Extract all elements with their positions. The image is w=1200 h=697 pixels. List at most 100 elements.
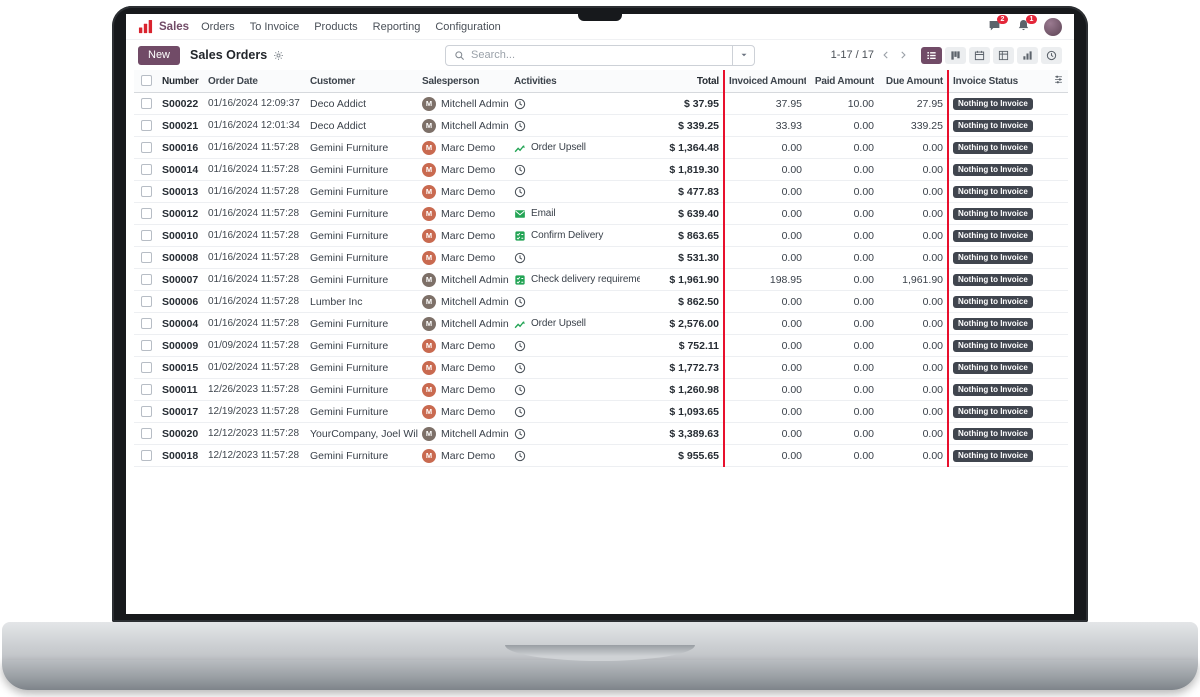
cell-invoice-status[interactable]: Nothing to Invoice xyxy=(948,290,1048,313)
table-row[interactable]: S00006 01/16/2024 11:57:28 Lumber Inc M Mitc… xyxy=(134,290,1068,313)
cell-total[interactable]: $ 1,819.30 xyxy=(640,158,724,181)
clock-icon[interactable] xyxy=(514,120,526,132)
cell-invoice-status[interactable]: Nothing to Invoice xyxy=(948,92,1048,115)
new-button[interactable]: New xyxy=(138,45,181,65)
cell-activities[interactable] xyxy=(510,180,640,203)
cell-activities[interactable]: Check delivery requirements xyxy=(510,268,640,291)
cell-customer[interactable]: Gemini Furniture xyxy=(306,180,418,203)
cell-number[interactable]: S00007 xyxy=(158,268,204,291)
pager-next-button[interactable] xyxy=(894,47,911,64)
cell-number[interactable]: S00009 xyxy=(158,334,204,357)
app-name[interactable]: Sales xyxy=(159,20,190,33)
cell-number[interactable]: S00020 xyxy=(158,422,204,445)
cell-order-date[interactable]: 01/16/2024 12:01:34 xyxy=(204,114,306,137)
cell-customer[interactable]: Gemini Furniture xyxy=(306,246,418,269)
email-icon[interactable] xyxy=(514,208,526,220)
cell-number[interactable]: S00021 xyxy=(158,114,204,137)
cell-number[interactable]: S00011 xyxy=(158,378,204,401)
chart-growth-icon[interactable] xyxy=(514,318,526,330)
cell-total[interactable]: $ 955.65 xyxy=(640,444,724,467)
column-header-due[interactable]: Due Amount xyxy=(878,70,949,93)
cell-invoice-status[interactable]: Nothing to Invoice xyxy=(948,114,1048,137)
column-header-number[interactable]: Number xyxy=(158,70,204,93)
cell-invoice-status[interactable]: Nothing to Invoice xyxy=(948,312,1048,335)
column-header-date[interactable]: Order Date xyxy=(204,70,306,93)
row-checkbox[interactable] xyxy=(140,362,152,374)
activity-view-button[interactable] xyxy=(1041,46,1062,64)
cell-invoiced-amount[interactable]: 198.95 xyxy=(723,268,806,291)
cell-invoiced-amount[interactable]: 0.00 xyxy=(723,400,806,423)
cell-order-date[interactable]: 01/16/2024 11:57:28 xyxy=(204,290,306,313)
row-checkbox[interactable] xyxy=(140,318,152,330)
cell-activities[interactable] xyxy=(510,334,640,357)
column-header-salesperson[interactable]: Salesperson xyxy=(418,70,510,93)
cell-total[interactable]: $ 339.25 xyxy=(640,114,724,137)
cell-due-amount[interactable]: 0.00 xyxy=(878,290,949,313)
cell-invoice-status[interactable]: Nothing to Invoice xyxy=(948,378,1048,401)
cell-invoice-status[interactable]: Nothing to Invoice xyxy=(948,246,1048,269)
cell-number[interactable]: S00015 xyxy=(158,356,204,379)
pivot-view-button[interactable] xyxy=(993,46,1014,64)
cell-activities[interactable]: Order Upsell xyxy=(510,136,640,159)
cell-due-amount[interactable]: 0.00 xyxy=(878,444,949,467)
cell-invoiced-amount[interactable]: 0.00 xyxy=(723,136,806,159)
cell-number[interactable]: S00010 xyxy=(158,224,204,247)
cell-salesperson[interactable]: M Mitchell Admin xyxy=(418,114,510,137)
cell-salesperson[interactable]: M Marc Demo xyxy=(418,356,510,379)
cell-activities[interactable]: Order Upsell xyxy=(510,312,640,335)
cell-due-amount[interactable]: 1,961.90 xyxy=(878,268,949,291)
cell-customer[interactable]: Gemini Furniture xyxy=(306,312,418,335)
table-row[interactable]: S00021 01/16/2024 12:01:34 Deco Addict M Mit… xyxy=(134,114,1068,137)
cell-invoiced-amount[interactable]: 0.00 xyxy=(723,312,806,335)
table-row[interactable]: S00022 01/16/2024 12:09:37 Deco Addict M Mit… xyxy=(134,92,1068,115)
cell-salesperson[interactable]: M Marc Demo xyxy=(418,158,510,181)
row-checkbox[interactable] xyxy=(140,120,152,132)
checklist-icon[interactable] xyxy=(514,274,526,286)
search-dropdown-toggle[interactable] xyxy=(732,45,754,65)
cell-due-amount[interactable]: 0.00 xyxy=(878,422,949,445)
row-checkbox[interactable] xyxy=(140,274,152,286)
table-row[interactable]: S00012 01/16/2024 11:57:28 Gemini Furnitur… xyxy=(134,202,1068,225)
menu-item-products[interactable]: Products xyxy=(314,20,358,33)
cell-paid-amount[interactable]: 0.00 xyxy=(806,290,878,313)
cell-customer[interactable]: Gemini Furniture xyxy=(306,224,418,247)
cell-order-date[interactable]: 12/12/2023 11:57:28 xyxy=(204,444,306,467)
cell-paid-amount[interactable]: 0.00 xyxy=(806,202,878,225)
cell-activities[interactable] xyxy=(510,246,640,269)
cell-total[interactable]: $ 37.95 xyxy=(640,92,724,115)
cell-invoiced-amount[interactable]: 0.00 xyxy=(723,290,806,313)
table-row[interactable]: S00014 01/16/2024 11:57:28 Gemini Furnitur… xyxy=(134,158,1068,181)
cell-invoiced-amount[interactable]: 0.00 xyxy=(723,246,806,269)
cell-customer[interactable]: Gemini Furniture xyxy=(306,202,418,225)
cell-invoiced-amount[interactable]: 0.00 xyxy=(723,422,806,445)
cell-activities[interactable] xyxy=(510,158,640,181)
cell-invoice-status[interactable]: Nothing to Invoice xyxy=(948,422,1048,445)
menu-item-to-invoice[interactable]: To Invoice xyxy=(249,20,300,33)
cell-due-amount[interactable]: 0.00 xyxy=(878,400,949,423)
cell-customer[interactable]: Deco Addict xyxy=(306,114,418,137)
column-header-total[interactable]: Total xyxy=(640,70,724,93)
clock-icon[interactable] xyxy=(514,340,526,352)
column-header-paid[interactable]: Paid Amount xyxy=(806,70,878,93)
menu-item-reporting[interactable]: Reporting xyxy=(372,20,421,33)
cell-paid-amount[interactable]: 0.00 xyxy=(806,136,878,159)
cell-invoice-status[interactable]: Nothing to Invoice xyxy=(948,400,1048,423)
cell-order-date[interactable]: 12/26/2023 11:57:28 xyxy=(204,378,306,401)
cell-activities[interactable] xyxy=(510,290,640,313)
cell-invoiced-amount[interactable]: 0.00 xyxy=(723,378,806,401)
cell-paid-amount[interactable]: 0.00 xyxy=(806,246,878,269)
cell-total[interactable]: $ 531.30 xyxy=(640,246,724,269)
cell-due-amount[interactable]: 27.95 xyxy=(878,92,949,115)
cell-paid-amount[interactable]: 0.00 xyxy=(806,180,878,203)
cell-activities[interactable] xyxy=(510,356,640,379)
cell-due-amount[interactable]: 0.00 xyxy=(878,334,949,357)
cell-number[interactable]: S00008 xyxy=(158,246,204,269)
row-checkbox[interactable] xyxy=(140,98,152,110)
cell-salesperson[interactable]: M Marc Demo xyxy=(418,136,510,159)
column-header-activities[interactable]: Activities xyxy=(510,70,640,93)
cell-total[interactable]: $ 863.65 xyxy=(640,224,724,247)
cell-number[interactable]: S00022 xyxy=(158,92,204,115)
cell-order-date[interactable]: 01/16/2024 11:57:28 xyxy=(204,224,306,247)
kanban-view-button[interactable] xyxy=(945,46,966,64)
cell-order-date[interactable]: 01/02/2024 11:57:28 xyxy=(204,356,306,379)
